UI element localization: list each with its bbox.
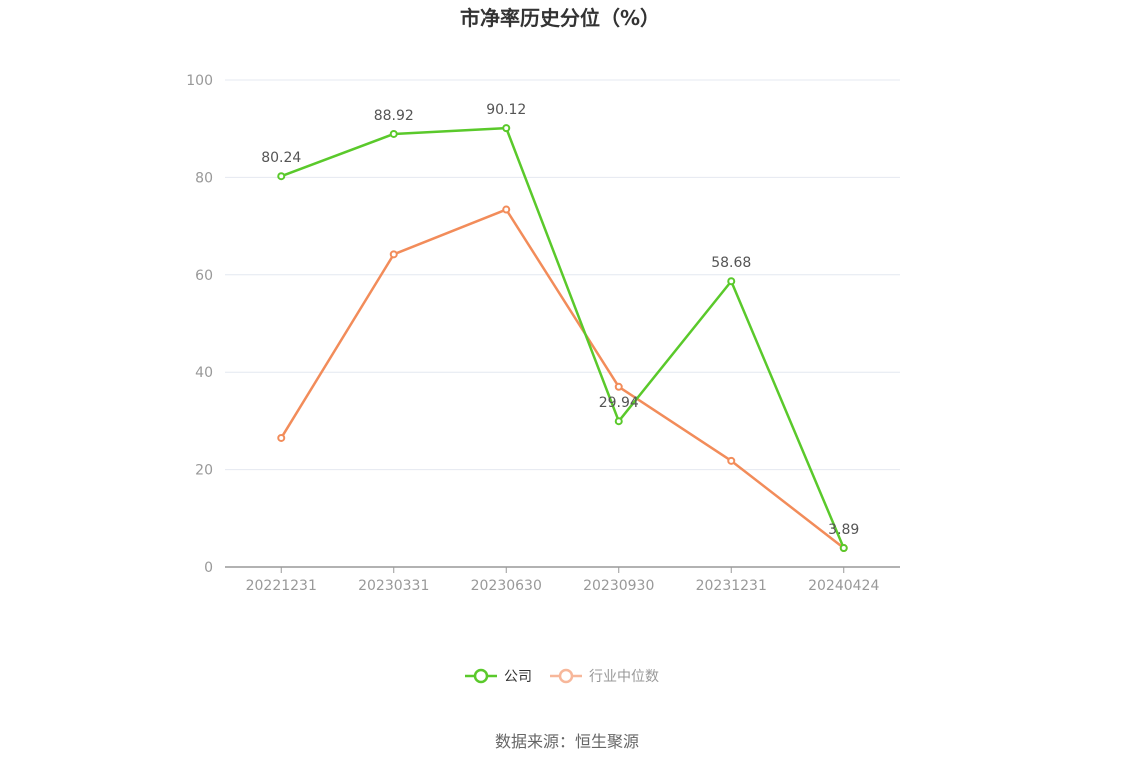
legend-marker-icon [473, 668, 489, 684]
source-note: 数据来源：恒生聚源 [495, 732, 639, 751]
x-tick-label: 20231231 [696, 578, 767, 594]
data-label: 29.94 [599, 395, 639, 411]
x-tick-label: 20230930 [583, 578, 654, 594]
y-tick-label: 100 [186, 73, 213, 89]
x-tick-label: 20221231 [246, 578, 317, 594]
series-line-1 [280, 208, 845, 549]
data-label: 90.12 [486, 102, 526, 118]
y-tick-label: 80 [195, 170, 213, 186]
legend-label: 公司 [504, 669, 532, 685]
data-point[interactable] [727, 456, 736, 465]
data-point[interactable] [614, 417, 623, 426]
data-point[interactable] [389, 250, 398, 259]
legend-marker-icon [558, 668, 574, 684]
data-point[interactable] [839, 544, 848, 553]
data-label: 88.92 [374, 108, 414, 124]
data-point[interactable] [389, 129, 398, 138]
legend[interactable]: 公司 行业中位数 [465, 668, 659, 685]
series [277, 124, 848, 553]
legend-label: 行业中位数 [589, 669, 659, 685]
legend-item-1[interactable]: 行业中位数 [550, 668, 659, 685]
axes: 0 20 40 60 80 100 20221231 20230331 20230630 2023… [186, 73, 900, 594]
data-point[interactable] [277, 433, 286, 442]
data-point[interactable] [727, 277, 736, 286]
x-tick-label: 20240424 [808, 578, 879, 594]
legend-item-0[interactable]: 公司 [465, 668, 532, 685]
data-point[interactable] [502, 205, 511, 214]
x-tick-label: 20230630 [471, 578, 542, 594]
y-tick-label: 0 [204, 560, 213, 576]
data-label: 80.24 [261, 150, 301, 166]
y-tick-label: 40 [195, 365, 213, 381]
y-tick-label: 20 [195, 463, 213, 479]
chart-title: 市净率历史分位（%） [460, 6, 660, 30]
data-point[interactable] [502, 124, 511, 133]
data-label: 58.68 [711, 255, 751, 271]
data-point[interactable] [277, 172, 286, 181]
series-line-0 [280, 126, 845, 549]
data-point[interactable] [614, 382, 623, 391]
data-labels: 80.24 88.92 90.12 29.94 58.68 3.89 [261, 102, 859, 538]
x-tick-label: 20230331 [358, 578, 429, 594]
data-label: 3.89 [828, 522, 859, 538]
y-tick-label: 60 [195, 268, 213, 284]
